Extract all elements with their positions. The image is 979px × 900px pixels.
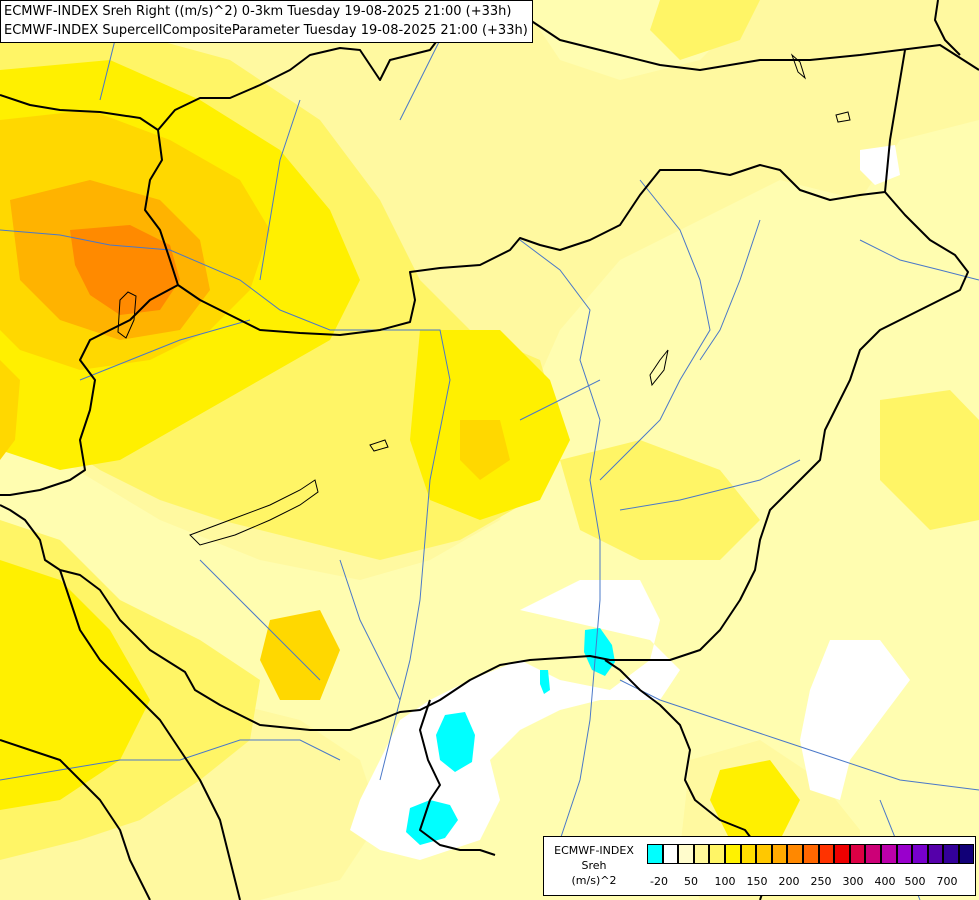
legend-swatch <box>724 844 741 864</box>
title-line-2: ECMWF-INDEX SupercellCompositeParameter … <box>4 23 528 38</box>
legend-swatch <box>740 844 757 864</box>
legend-title: ECMWF-INDEX <box>554 844 634 857</box>
legend-swatch <box>678 844 694 864</box>
legend-tick-label: 300 <box>842 875 864 888</box>
map-title-box: ECMWF-INDEX Sreh Right ((m/s)^2) 0-3km T… <box>0 0 533 43</box>
color-legend: ECMWF-INDEX Sreh (m/s)^2 -20 50 100 150 200 2… <box>543 836 976 896</box>
legend-swatch <box>865 844 881 864</box>
legend-tick-label: 700 <box>936 875 958 888</box>
legend-tick-label: 400 <box>874 875 896 888</box>
legend-swatch <box>709 844 725 864</box>
legend-swatch <box>958 844 975 864</box>
title-line-1: ECMWF-INDEX Sreh Right ((m/s)^2) 0-3km T… <box>4 4 512 19</box>
legend-ticks: -20 50 100 150 200 250 300 400 500 700 <box>647 875 972 889</box>
legend-tick-label: 50 <box>684 875 698 888</box>
legend-swatch <box>756 844 772 864</box>
shading-deep-orange <box>70 225 180 315</box>
legend-swatch <box>896 844 913 864</box>
legend-tick-label: 500 <box>904 875 926 888</box>
legend-tick-label: 250 <box>810 875 832 888</box>
legend-swatch <box>818 844 835 864</box>
legend-tick-label: -20 <box>650 875 668 888</box>
legend-swatch <box>849 844 866 864</box>
legend-swatch <box>912 844 928 864</box>
legend-swatch <box>771 844 788 864</box>
legend-swatch <box>647 844 663 864</box>
legend-swatch <box>880 844 897 864</box>
legend-swatch <box>943 844 959 864</box>
shading-cyan <box>406 628 615 845</box>
legend-swatches <box>647 844 975 864</box>
legend-swatch <box>927 844 944 864</box>
legend-tick-label: 200 <box>778 875 800 888</box>
shading-white <box>350 145 910 860</box>
legend-variable: Sreh <box>581 859 607 872</box>
legend-swatch <box>834 844 850 864</box>
legend-tick-label: 100 <box>714 875 736 888</box>
legend-swatch <box>787 844 803 864</box>
legend-tick-label: 150 <box>746 875 768 888</box>
legend-unit: (m/s)^2 <box>571 874 617 887</box>
legend-swatch <box>662 844 679 864</box>
legend-swatch <box>693 844 710 864</box>
legend-swatch <box>802 844 819 864</box>
